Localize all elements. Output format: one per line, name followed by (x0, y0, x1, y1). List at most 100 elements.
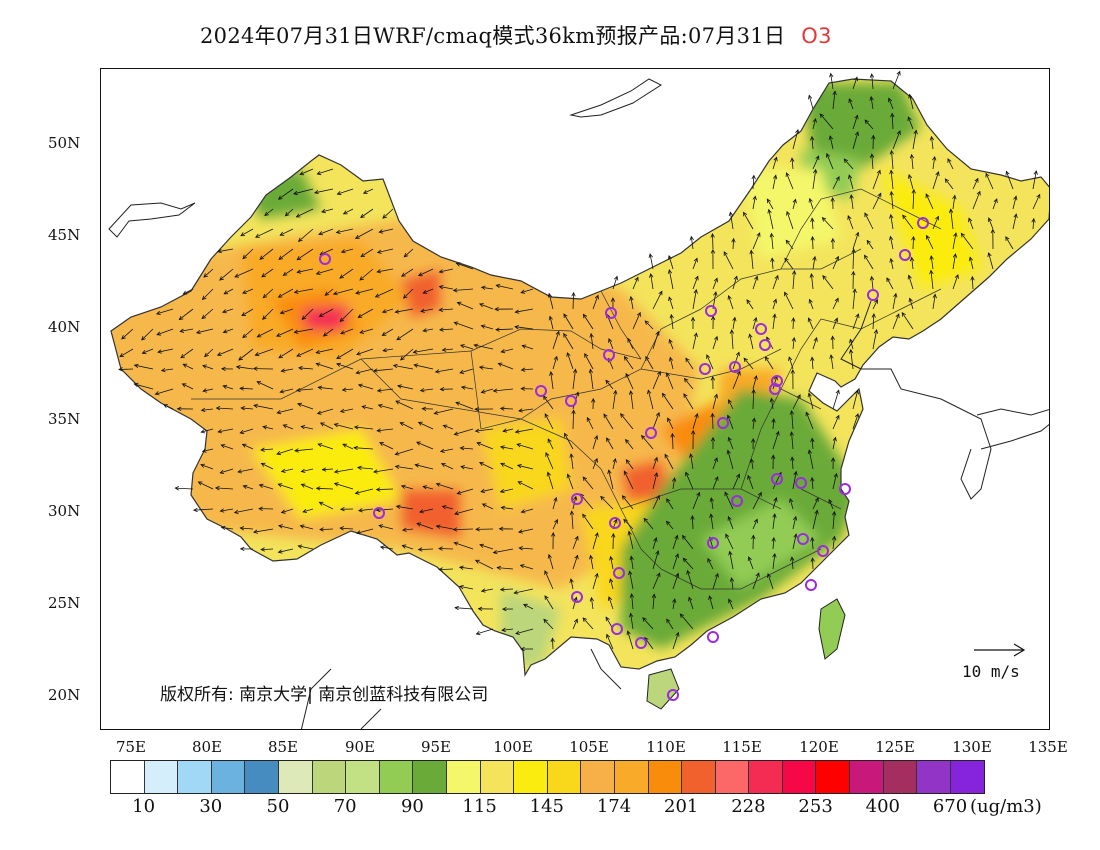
wind-arrow (261, 548, 274, 550)
colorbar-swatch (312, 761, 347, 793)
wind-arrow-head (275, 332, 281, 337)
wind-arrow (156, 328, 174, 336)
wind-arrow (832, 511, 835, 530)
colorbar-swatch (917, 761, 951, 793)
wind-arrow-head (767, 573, 772, 578)
wind-arrow (298, 228, 314, 242)
wind-arrow (323, 328, 334, 337)
wind-arrow-head (551, 532, 556, 537)
wind-arrow (294, 448, 314, 452)
wind-arrow (548, 554, 554, 570)
wind-arrow-head (810, 536, 815, 542)
wind-arrow (260, 448, 274, 451)
wind-arrow-head (664, 453, 669, 459)
wind-arrow-head (499, 587, 505, 592)
wind-arrow-head (935, 171, 940, 176)
wind-arrow (582, 476, 594, 490)
wind-arrow (901, 312, 914, 330)
wind-arrow-head (869, 275, 875, 281)
wind-arrow (459, 586, 474, 590)
wind-arrow-head (240, 232, 246, 237)
wind-arrow (890, 214, 894, 230)
wind-arrow-head (907, 173, 913, 179)
wind-arrow-head (181, 383, 187, 388)
wind-arrow-head (985, 172, 990, 178)
wind-arrow-head (513, 590, 519, 595)
wind-arrow (988, 252, 994, 270)
wind-arrow (685, 472, 694, 490)
wind-arrow (811, 218, 814, 230)
wind-arrow (830, 73, 834, 90)
wind-arrow-head (764, 356, 770, 362)
wind-arrow (377, 388, 394, 392)
wind-arrow (379, 525, 394, 530)
wind-arrow (334, 468, 354, 473)
wind-arrow-head (321, 208, 326, 214)
wind-arrow-head (610, 297, 616, 302)
wind-arrow-head (480, 488, 486, 494)
wind-arrow (318, 443, 334, 450)
wind-arrow-head (520, 646, 525, 652)
wind-arrow-head (815, 155, 820, 161)
wind-arrow (359, 328, 374, 334)
wind-arrow-head (564, 432, 569, 438)
wind-arrow-head (667, 254, 672, 260)
wind-arrow (238, 468, 254, 473)
wind-arrow (240, 228, 254, 237)
wind-arrow (439, 328, 454, 331)
wind-arrow (481, 325, 494, 330)
wind-arrow (299, 168, 314, 175)
wind-arrow-head (629, 612, 634, 618)
wind-arrow (890, 258, 894, 270)
wind-arrow (543, 619, 554, 630)
wind-arrow (932, 171, 939, 190)
wind-arrow-head (355, 290, 360, 295)
wind-arrow-head (675, 572, 680, 578)
wind-arrow (516, 443, 534, 450)
wind-arrow (668, 255, 674, 270)
wind-arrow (552, 497, 557, 510)
wind-arrow-head (606, 633, 611, 639)
wind-arrow (870, 96, 874, 110)
wind-arrow (772, 553, 776, 570)
wind-arrow-head (550, 637, 555, 643)
wind-arrow (669, 357, 674, 370)
wind-arrow-head (589, 332, 594, 338)
wind-arrow (418, 422, 434, 430)
wind-arrow-head (571, 409, 576, 414)
wind-arrow (563, 333, 574, 350)
wind-arrow-head (293, 329, 299, 334)
wind-arrow-head (707, 557, 712, 563)
wind-arrow (832, 91, 836, 110)
wind-arrow (911, 154, 914, 170)
wind-arrow-head (496, 565, 502, 571)
wind-arrow (341, 248, 354, 253)
wind-arrow-head (907, 116, 912, 122)
wind-arrow-head (499, 406, 505, 411)
wind-arrow-head (456, 301, 462, 306)
wind-arrow-head (435, 482, 441, 487)
wind-arrow-head (807, 449, 813, 455)
wind-arrow-head (333, 469, 339, 474)
wind-arrow-head (625, 372, 630, 378)
wind-arrow (664, 454, 674, 470)
wind-arrow (356, 368, 374, 374)
wind-arrow-head (452, 288, 458, 293)
wind-arrow-head (544, 595, 549, 600)
colorbar-swatch (111, 761, 145, 793)
wind-arrow (772, 418, 775, 430)
wind-arrow (264, 208, 274, 216)
wind-arrow-head (543, 618, 548, 624)
wind-arrow-head (221, 366, 226, 372)
wind-arrow-head (819, 113, 825, 118)
wind-arrow (298, 545, 314, 550)
copyright-text: 版权所有: 南京大学| 南京创蓝科技有限公司 (160, 685, 489, 705)
wind-arrow (236, 366, 254, 370)
wind-arrow-head (889, 213, 894, 219)
wind-arrow-head (433, 410, 439, 415)
wind-arrow-head (480, 324, 486, 329)
wind-arrow-head (174, 486, 180, 491)
wind-arrow-head (743, 357, 748, 363)
wind-arrow-head (373, 469, 378, 474)
wind-arrow-head (835, 175, 840, 181)
